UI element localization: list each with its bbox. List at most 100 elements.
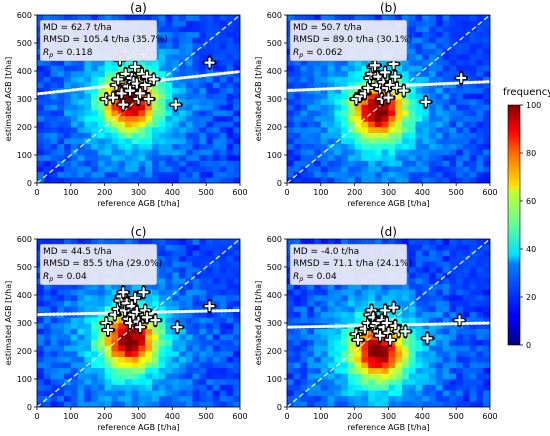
heatmap-cell [456, 367, 464, 374]
heatmap-cell [138, 138, 146, 145]
heatmap-cell [131, 328, 139, 335]
heatmap-cell [347, 295, 355, 301]
heatmap-cell [456, 300, 464, 307]
heatmap-cell [327, 177, 335, 183]
heatmap-cell [341, 395, 349, 402]
heatmap-cell [368, 395, 376, 402]
heatmap-cell [185, 401, 193, 407]
heatmap-cell [158, 239, 166, 245]
heatmap-cell [327, 384, 335, 391]
heatmap-cell [368, 289, 376, 296]
y-axis-label: estimated AGB [t/ha] [4, 281, 13, 365]
heatmap-cell [145, 379, 153, 385]
heatmap-cell [118, 401, 126, 407]
heatmap-cell [165, 395, 173, 402]
heatmap-cell [206, 127, 214, 133]
heatmap-cell [206, 311, 214, 318]
heatmap-cell [307, 300, 315, 307]
heatmap-cell [43, 110, 51, 117]
heatmap-cell [212, 300, 220, 307]
heatmap-cell [381, 138, 389, 145]
heatmap-cell [91, 345, 99, 352]
heatmap-cell [131, 121, 139, 128]
heatmap-cell [395, 367, 403, 374]
heatmap-cell [456, 379, 464, 385]
heatmap-cell [212, 272, 220, 279]
heatmap-cell [442, 395, 450, 402]
heatmap-cell [118, 143, 126, 150]
heatmap-cell [300, 104, 308, 111]
heatmap-cell [415, 54, 423, 61]
heatmap-cell [199, 82, 207, 89]
heatmap-cell [395, 351, 403, 357]
heatmap-cell [43, 283, 51, 290]
heatmap-cell [219, 278, 227, 285]
heatmap-cell [327, 93, 335, 100]
heatmap-cell [361, 138, 369, 145]
heatmap-cell [104, 306, 112, 313]
heatmap-cell [388, 295, 396, 301]
heatmap-cell [469, 334, 477, 341]
heatmap-cell [327, 82, 335, 89]
heatmap-cell [179, 110, 187, 117]
heatmap-cell [442, 300, 450, 307]
heatmap-cell [212, 171, 220, 178]
heatmap-cell [476, 362, 484, 369]
heatmap-cell [57, 177, 65, 183]
heatmap-cell [314, 379, 322, 385]
heatmap-cell [429, 171, 437, 178]
heatmap-cell [185, 110, 193, 117]
heatmap-cell [347, 328, 355, 335]
heatmap-cell [395, 289, 403, 296]
heatmap-cell [354, 110, 362, 117]
heatmap-cell [415, 132, 423, 139]
heatmap-cell [287, 171, 295, 178]
heatmap-cell [158, 339, 166, 346]
heatmap-cell [449, 306, 457, 313]
heatmap-cell [415, 261, 423, 268]
heatmap-cell [57, 143, 65, 150]
heatmap-cell [70, 65, 78, 72]
heatmap-cell [104, 367, 112, 374]
heatmap-cell [449, 171, 457, 178]
heatmap-cell [395, 115, 403, 122]
heatmap-cell [111, 71, 119, 77]
heatmap-cell [415, 311, 423, 318]
heatmap-cell [77, 395, 85, 402]
heatmap-cell [483, 48, 490, 55]
reference-point [139, 310, 155, 325]
heatmap-cell [422, 71, 430, 77]
heatmap-cell [402, 177, 410, 183]
heatmap-cell [354, 132, 362, 139]
heatmap-cell [111, 351, 119, 357]
heatmap-cell [179, 300, 187, 307]
heatmap-cell [84, 345, 92, 352]
heatmap-cell [415, 339, 423, 346]
heatmap-cell [293, 311, 301, 318]
heatmap-cell [64, 283, 72, 290]
heatmap-cell [469, 121, 477, 128]
heatmap-cell [476, 54, 484, 61]
heatmap-cell [97, 339, 105, 346]
x-tick-label: 100 [313, 188, 328, 197]
heatmap-cell [327, 395, 335, 402]
heatmap-cell [381, 339, 389, 346]
heatmap-cell [415, 306, 423, 313]
heatmap-cell [287, 15, 295, 21]
heatmap-cell [104, 127, 112, 133]
heatmap-cell [320, 59, 328, 66]
heatmap-cell [118, 239, 126, 245]
heatmap-cell [341, 362, 349, 369]
heatmap-cell [104, 59, 112, 66]
heatmap-cell [124, 362, 133, 369]
heatmap-cell [287, 339, 295, 346]
y-axis-label: estimated AGB [t/ha] [254, 281, 263, 365]
heatmap-cell [84, 384, 92, 391]
heatmap-cell [165, 373, 173, 380]
heatmap-cell [449, 289, 457, 296]
heatmap-cell [118, 379, 126, 385]
heatmap-cell [104, 87, 112, 94]
panel-c: 0 100 200 300 400 500 6000100200300400500600re… [4, 225, 248, 432]
heatmap-cell [212, 390, 220, 397]
